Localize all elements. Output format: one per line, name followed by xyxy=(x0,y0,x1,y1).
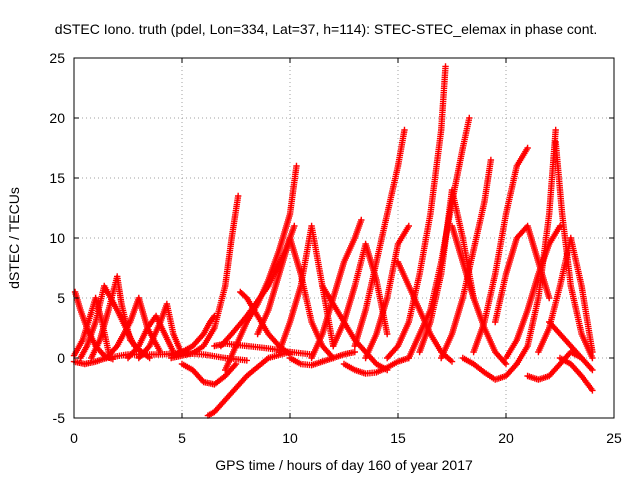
data-point xyxy=(466,114,473,122)
data-point xyxy=(589,366,596,374)
y-tick-label: 15 xyxy=(49,170,65,186)
data-series-33 xyxy=(470,144,531,356)
data-series-10 xyxy=(168,192,242,362)
y-tick-label: 5 xyxy=(57,290,65,306)
data-series-36 xyxy=(513,126,559,368)
data-series-11 xyxy=(178,360,240,388)
data-series-25 xyxy=(362,222,412,362)
data-series-32 xyxy=(459,354,520,383)
data-point xyxy=(552,126,559,134)
x-tick-label: 25 xyxy=(606,430,622,446)
data-point xyxy=(589,387,596,394)
chart-title: dSTEC Iono. truth (pdel, Lon=334, Lat=37… xyxy=(55,21,598,37)
y-axis-label: dSTEC / TECUs xyxy=(6,187,22,289)
data-point xyxy=(589,354,596,362)
data-point xyxy=(448,358,456,365)
data-point xyxy=(502,360,510,368)
data-point xyxy=(487,156,495,164)
x-tick-label: 10 xyxy=(282,430,298,446)
data-series-41 xyxy=(546,318,596,374)
data-point xyxy=(243,357,250,364)
x-tick-label: 5 xyxy=(178,430,186,446)
data-points xyxy=(70,63,596,419)
x-tick-label: 0 xyxy=(70,430,78,446)
data-series-27 xyxy=(384,63,449,362)
y-tick-label: 20 xyxy=(49,110,65,126)
data-series-8 xyxy=(70,350,250,368)
data-point xyxy=(293,162,300,170)
data-series-24 xyxy=(351,126,408,350)
data-series-17 xyxy=(254,234,337,362)
data-series-12 xyxy=(204,348,294,419)
data-point xyxy=(234,192,242,200)
y-tick-label: 10 xyxy=(49,230,65,246)
data-point xyxy=(232,360,240,368)
data-series-18 xyxy=(276,222,337,356)
data-point xyxy=(556,222,564,230)
x-tick-label: 15 xyxy=(390,430,406,446)
data-point xyxy=(358,216,365,224)
data-point xyxy=(546,294,553,302)
x-tick-label: 20 xyxy=(498,430,514,446)
data-point xyxy=(351,348,358,356)
data-series-16 xyxy=(211,340,315,358)
y-tick-label: -5 xyxy=(53,410,66,426)
data-point xyxy=(442,63,449,70)
y-tick-label: 25 xyxy=(49,50,65,66)
data-point xyxy=(405,222,412,230)
data-series-19 xyxy=(286,348,358,369)
y-tick-label: 0 xyxy=(57,350,65,366)
data-point xyxy=(401,126,408,134)
data-series-39 xyxy=(552,138,596,362)
x-axis-label: GPS time / hours of day 160 of year 2017 xyxy=(215,457,473,473)
data-series-31 xyxy=(448,222,510,368)
data-point xyxy=(291,222,298,230)
data-point xyxy=(384,330,391,338)
data-series-40 xyxy=(556,354,596,394)
data-point xyxy=(524,144,531,152)
